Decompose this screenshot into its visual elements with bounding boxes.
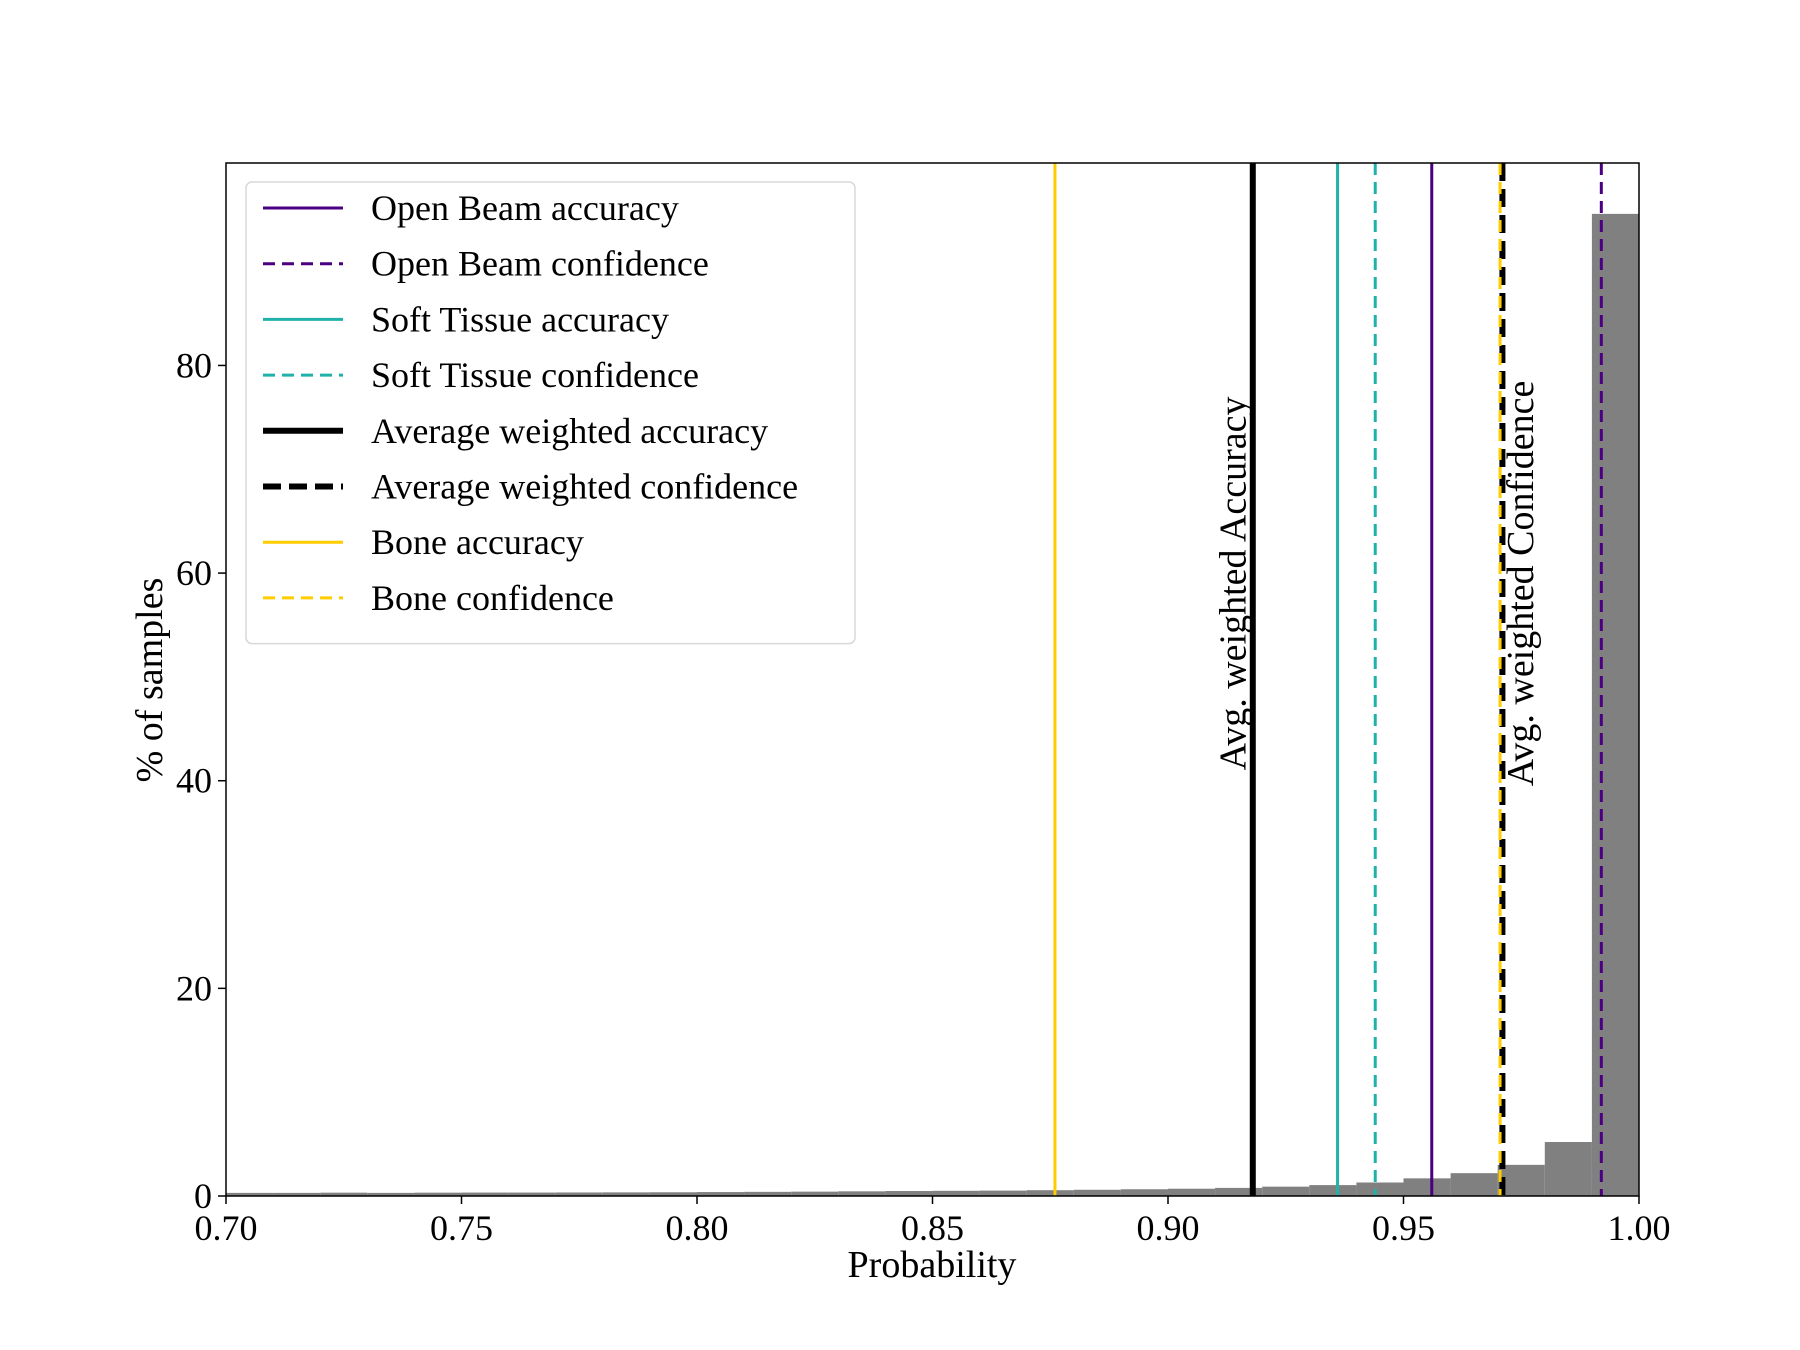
legend-label-0: Open Beam accuracy	[371, 188, 679, 228]
x-axis-ticks: 0.70 0.75 0.80 0.85 0.90 0.95 1.00	[195, 1196, 1671, 1248]
legend-label-6: Bone accuracy	[371, 522, 584, 562]
y-axis-ticks: 0 20 40 60 80	[176, 345, 226, 1216]
x-tick-label: 0.85	[901, 1208, 964, 1248]
x-tick-label: 0.80	[666, 1208, 729, 1248]
histogram-bar-8	[602, 1192, 650, 1196]
histogram-bar-29	[1591, 213, 1639, 1197]
line-annotations: Avg. weighted Accuracy Avg. weighted Conf…	[1213, 381, 1542, 787]
histogram-bar-12	[791, 1191, 839, 1196]
histogram-bar-16	[979, 1190, 1027, 1196]
histogram-bar-5	[461, 1192, 509, 1196]
histogram-bar-27	[1497, 1164, 1545, 1196]
histogram-bar-10	[697, 1192, 745, 1196]
x-tick-label: 0.90	[1137, 1208, 1200, 1248]
histogram-bar-19	[1120, 1189, 1168, 1196]
y-tick-label: 40	[176, 761, 212, 801]
x-tick-label: 1.00	[1608, 1208, 1671, 1248]
legend-label-2: Soft Tissue accuracy	[371, 299, 669, 339]
legend: Open Beam accuracy Open Beam confidence So…	[245, 181, 856, 645]
histogram-bar-11	[744, 1191, 792, 1196]
legend-label-7: Bone confidence	[371, 578, 614, 618]
histogram-bar-0	[226, 1192, 274, 1196]
histogram-bar-4	[414, 1192, 462, 1196]
legend-label-1: Open Beam confidence	[371, 244, 709, 284]
legend-label-3: Soft Tissue confidence	[371, 355, 699, 395]
histogram-bar-18	[1073, 1189, 1121, 1196]
annotation-0: Avg. weighted Accuracy	[1213, 397, 1255, 771]
x-tick-label: 0.75	[430, 1208, 493, 1248]
histogram-bar-2	[320, 1192, 368, 1196]
histogram-bar-15	[932, 1190, 980, 1196]
histogram-bar-20	[1168, 1188, 1216, 1196]
histogram-bar-17	[1026, 1190, 1074, 1196]
histogram-bar-28	[1544, 1142, 1592, 1196]
histogram-bar-26	[1450, 1173, 1498, 1196]
y-axis-label: % of samples	[129, 578, 171, 783]
y-tick-label: 20	[176, 968, 212, 1008]
annotation-1: Avg. weighted Confidence	[1500, 381, 1542, 787]
histogram-bar-22	[1262, 1186, 1310, 1196]
histogram-bar-3	[367, 1192, 415, 1196]
histogram-bar-13	[838, 1191, 886, 1196]
y-tick-label: 0	[194, 1176, 212, 1216]
x-tick-label: 0.95	[1372, 1208, 1435, 1248]
histogram-bars	[226, 213, 1639, 1197]
histogram-bar-7	[555, 1192, 603, 1196]
histogram-bar-24	[1356, 1182, 1404, 1196]
histogram-bar-21	[1215, 1187, 1263, 1196]
histogram-bar-6	[508, 1192, 556, 1196]
histogram-bar-23	[1309, 1185, 1357, 1196]
y-tick-label: 80	[176, 345, 212, 385]
x-tick-label: 0.70	[195, 1208, 258, 1248]
histogram-bar-1	[273, 1192, 321, 1196]
legend-label-4: Average weighted accuracy	[371, 411, 768, 451]
histogram-bar-9	[649, 1192, 697, 1196]
legend-box	[245, 181, 856, 645]
y-tick-label: 60	[176, 553, 212, 593]
legend-label-5: Average weighted confidence	[371, 467, 798, 507]
histogram-bar-25	[1403, 1178, 1451, 1196]
x-axis-label: Probability	[848, 1244, 1017, 1286]
histogram-bar-14	[885, 1191, 933, 1196]
reference-lines	[1053, 163, 1603, 1196]
